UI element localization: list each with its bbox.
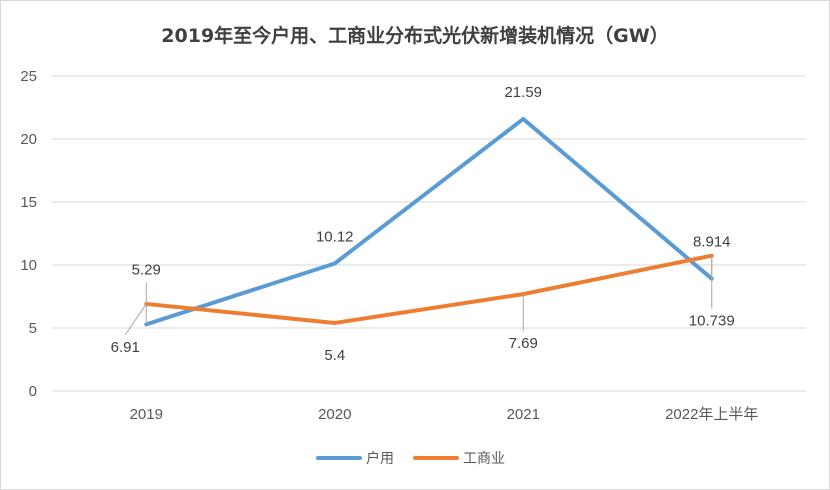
label-leader-line: [124, 303, 147, 336]
x-tick-label: 2020: [318, 406, 351, 423]
gridlines: [52, 75, 806, 392]
legend-label: 户用: [366, 450, 394, 467]
legend-label: 工商业: [463, 451, 505, 467]
y-tick-label: 25: [20, 68, 37, 85]
y-tick-label: 0: [29, 383, 37, 400]
data-label: 6.91: [111, 339, 140, 356]
x-tick-label: 2022年上半年: [665, 406, 758, 423]
y-tick-label: 20: [20, 131, 37, 148]
y-tick-label: 5: [29, 320, 37, 337]
data-label: 21.59: [504, 84, 542, 101]
series-line-1: [144, 253, 714, 325]
series-lines: [144, 116, 714, 327]
data-label: 8.914: [693, 234, 731, 251]
x-axis-ticks: 2019 2020 2021 2022年上半年: [130, 406, 759, 423]
y-axis-ticks: 0 5 10 15 20 25: [20, 68, 37, 400]
series-line-0: [144, 116, 714, 327]
data-label: 5.29: [132, 261, 161, 278]
data-labels: 5.29 10.12 21.59 8.914 6.91 5.4 7.69 10.739: [111, 84, 735, 364]
data-label: 5.4: [324, 347, 345, 364]
legend: 户用 工商业: [316, 450, 505, 467]
x-tick-label: 2021: [507, 406, 540, 423]
y-tick-label: 15: [20, 194, 37, 211]
x-tick-label: 2019: [130, 406, 163, 423]
chart-title: 2019年至今户用、工商业分布式光伏新增装机情况（GW）: [161, 24, 668, 47]
data-label: 10.12: [316, 228, 354, 245]
data-label: 10.739: [689, 313, 735, 330]
y-tick-label: 10: [20, 257, 37, 274]
data-label: 7.69: [509, 335, 538, 352]
